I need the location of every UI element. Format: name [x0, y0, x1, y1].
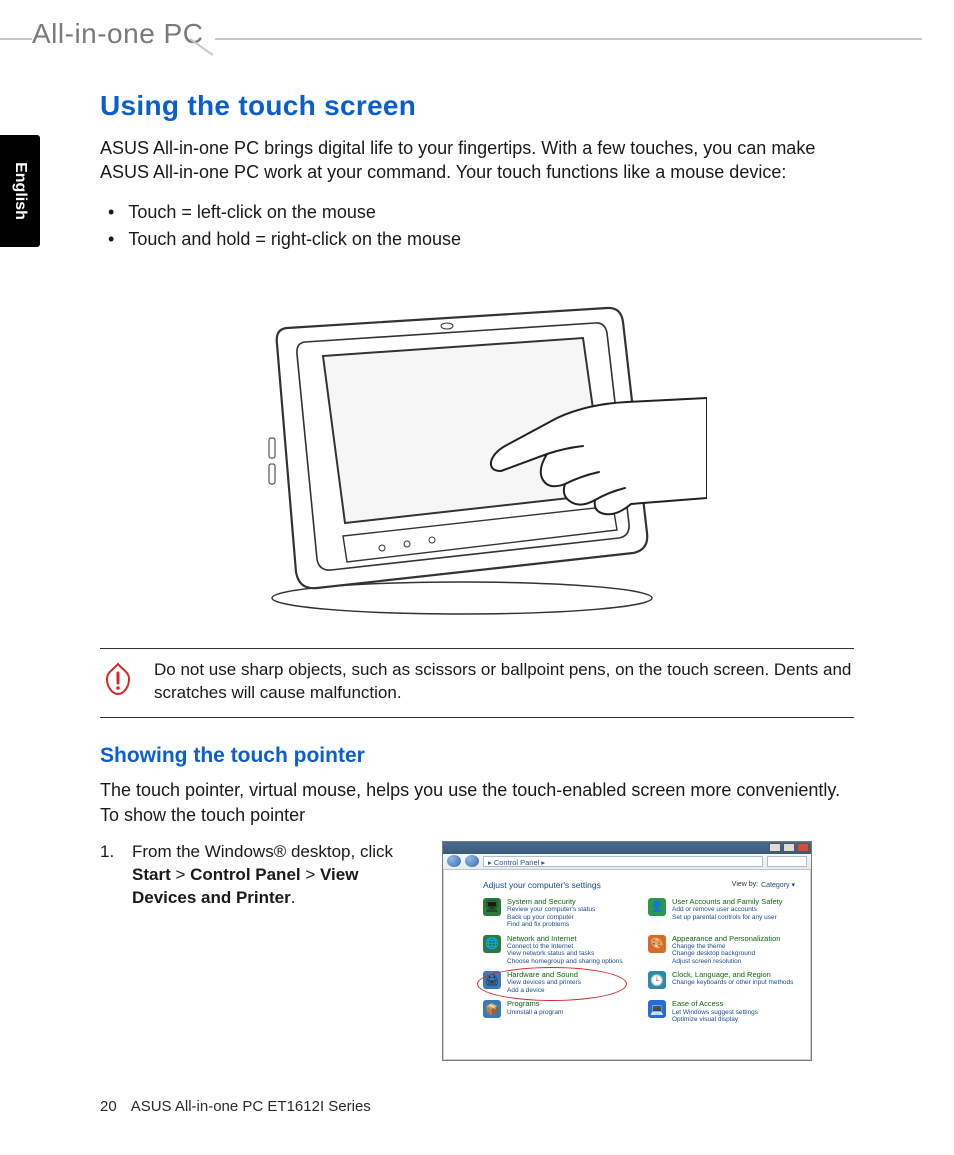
subsection-intro: The touch pointer, virtual mouse, helps …	[100, 778, 854, 827]
step-bold: Start	[132, 865, 171, 884]
cp-category-icon: 🖨	[483, 971, 501, 989]
cp-category-icon: 💻	[648, 1000, 666, 1018]
cp-category-sublink: Connect to the Internet	[507, 943, 623, 950]
nav-back-icon	[447, 855, 461, 867]
cp-category-icon: 🌐	[483, 935, 501, 953]
maximize-button-icon	[783, 843, 795, 852]
cp-category-sublink: Change desktop background	[672, 950, 780, 957]
bullet-dot: •	[108, 226, 114, 254]
cp-category-sublink: Optimize visual display	[672, 1016, 758, 1023]
step-text-fragment: From the Windows® desktop, click	[132, 842, 393, 861]
step-sep: >	[171, 865, 190, 884]
page-number: 20	[100, 1098, 117, 1115]
step-after: .	[291, 888, 296, 907]
cp-category: 💻 Ease of AccessLet Windows suggest setti…	[648, 1000, 795, 1023]
touch-illustration-wrap	[100, 278, 854, 618]
cp-category-title: User Accounts and Family Safety	[672, 898, 782, 906]
cp-category: 🌐 Network and InternetConnect to the Inte…	[483, 935, 630, 966]
nav-forward-icon	[465, 855, 479, 867]
control-panel-screenshot: ▸ Control Panel ▸ Adjust your computer's…	[442, 841, 812, 1061]
cp-toolbar: ▸ Control Panel ▸	[443, 854, 811, 870]
cp-category-sublink: Uninstall a program	[507, 1009, 563, 1016]
cp-category: 🖥 System and SecurityReview your computer…	[483, 898, 630, 929]
cp-category: 📦 ProgramsUninstall a program	[483, 1000, 630, 1023]
step-sep: >	[301, 865, 320, 884]
cp-category-title: Hardware and Sound	[507, 971, 581, 979]
page-content: Using the touch screen ASUS All-in-one P…	[100, 90, 854, 1061]
cp-category-grid: 🖥 System and SecurityReview your computer…	[483, 898, 795, 1024]
footer-doc-title: ASUS All-in-one PC ET1612I Series	[131, 1098, 371, 1115]
cp-category-title: Clock, Language, and Region	[672, 971, 793, 979]
cp-category-icon: 🕒	[648, 971, 666, 989]
cp-category-icon: 🖥	[483, 898, 501, 916]
cp-search-box	[767, 856, 807, 867]
page-footer: 20 ASUS All-in-one PC ET1612I Series	[100, 1098, 371, 1115]
cp-category-text: Network and InternetConnect to the Inter…	[507, 935, 623, 966]
cp-category-sublink: View devices and printers	[507, 979, 581, 986]
step-text: From the Windows® desktop, click Start >…	[132, 841, 420, 910]
bullet-dot: •	[108, 199, 114, 227]
cp-viewby-value: Category ▾	[761, 881, 795, 889]
cp-category-title: System and Security	[507, 898, 595, 906]
cp-category-sublink: Add or remove user accounts	[672, 906, 782, 913]
cp-category-sublink: Set up parental controls for any user	[672, 914, 782, 921]
cp-adjust-label: Adjust your computer's settings	[483, 880, 601, 890]
section-intro: ASUS All-in-one PC brings digital life t…	[100, 136, 854, 185]
warning-callout: Do not use sharp objects, such as scisso…	[100, 648, 854, 718]
section-heading: Using the touch screen	[100, 90, 854, 122]
cp-category-sublink: Choose homegroup and sharing options	[507, 958, 623, 965]
cp-category-text: User Accounts and Family SafetyAdd or re…	[672, 898, 782, 921]
cp-category-sublink: Let Windows suggest settings	[672, 1009, 758, 1016]
minimize-button-icon	[769, 843, 781, 852]
cp-category-icon: 📦	[483, 1000, 501, 1018]
cp-viewby-label: View by:	[732, 881, 758, 888]
cp-category-text: System and SecurityReview your computer'…	[507, 898, 595, 929]
cp-category-text: Clock, Language, and RegionChange keyboa…	[672, 971, 793, 987]
cp-category-sublink: Back up your computer	[507, 914, 595, 921]
bullet-text: Touch and hold = right-click on the mous…	[128, 226, 461, 254]
cp-category-title: Ease of Access	[672, 1000, 758, 1008]
cp-category-text: Ease of AccessLet Windows suggest settin…	[672, 1000, 758, 1023]
touch-illustration	[247, 278, 707, 618]
cp-titlebar	[443, 842, 811, 854]
cp-category: 👤 User Accounts and Family SafetyAdd or r…	[648, 898, 795, 929]
cp-category-text: Hardware and SoundView devices and print…	[507, 971, 581, 994]
subsection-heading: Showing the touch pointer	[100, 744, 854, 768]
cp-category-text: Appearance and PersonalizationChange the…	[672, 935, 780, 966]
cp-category-sublink: Find and fix problems	[507, 921, 595, 928]
step-bold: Control Panel	[190, 865, 301, 884]
close-button-icon	[797, 843, 809, 852]
cp-category-sublink: Adjust screen resolution	[672, 958, 780, 965]
cp-category-title: Programs	[507, 1000, 563, 1008]
product-line-title: All-in-one PC	[32, 18, 215, 50]
cp-category-title: Appearance and Personalization	[672, 935, 780, 943]
list-item: • Touch = left-click on the mouse	[108, 199, 854, 227]
warning-icon	[100, 661, 136, 697]
list-item: • Touch and hold = right-click on the mo…	[108, 226, 854, 254]
cp-category-sublink: Review your computer's status	[507, 906, 595, 913]
bullet-text: Touch = left-click on the mouse	[128, 199, 376, 227]
cp-category-icon: 👤	[648, 898, 666, 916]
step-with-screenshot: 1. From the Windows® desktop, click Star…	[100, 841, 854, 1061]
cp-breadcrumb: ▸ Control Panel ▸	[483, 856, 763, 867]
cp-category-title: Network and Internet	[507, 935, 623, 943]
cp-category-icon: 🎨	[648, 935, 666, 953]
warning-text: Do not use sharp objects, such as scisso…	[154, 659, 854, 705]
cp-body: Adjust your computer's settings View by:…	[443, 870, 811, 1060]
cp-category-sublink: Change keyboards or other input methods	[672, 979, 793, 986]
cp-category-sublink: Add a device	[507, 987, 581, 994]
cp-category: 🎨 Appearance and PersonalizationChange th…	[648, 935, 795, 966]
cp-viewby: View by: Category ▾	[732, 881, 795, 889]
step-number: 1.	[100, 841, 118, 910]
language-tab: English	[0, 135, 40, 247]
cp-category-sublink: Change the theme	[672, 943, 780, 950]
cp-category-text: ProgramsUninstall a program	[507, 1000, 563, 1016]
language-tab-label: English	[11, 162, 29, 220]
cp-category-sublink: View network status and tasks	[507, 950, 623, 957]
bullet-list: • Touch = left-click on the mouse • Touc…	[100, 199, 854, 255]
step-item: 1. From the Windows® desktop, click Star…	[100, 841, 420, 910]
cp-category: 🖨 Hardware and SoundView devices and prin…	[483, 971, 630, 994]
cp-category: 🕒 Clock, Language, and RegionChange keybo…	[648, 971, 795, 994]
